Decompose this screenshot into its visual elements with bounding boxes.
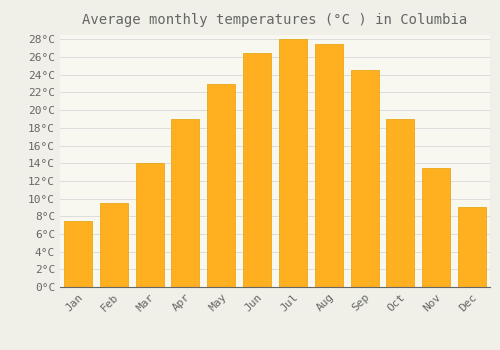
Bar — [136, 163, 164, 287]
Bar — [279, 40, 307, 287]
Bar — [386, 119, 414, 287]
Bar — [100, 203, 128, 287]
Title: Average monthly temperatures (°C ) in Columbia: Average monthly temperatures (°C ) in Co… — [82, 13, 468, 27]
Bar — [172, 119, 200, 287]
Bar — [208, 84, 235, 287]
Bar — [422, 168, 450, 287]
Bar — [64, 221, 92, 287]
Bar — [458, 208, 486, 287]
Bar — [350, 70, 378, 287]
Bar — [315, 44, 342, 287]
Bar — [243, 53, 271, 287]
